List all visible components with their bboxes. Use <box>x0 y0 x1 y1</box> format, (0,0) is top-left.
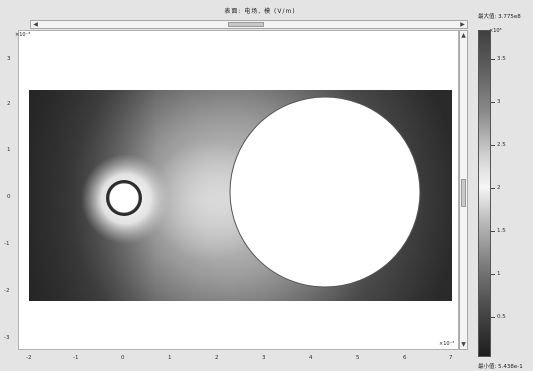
colorbar-tick-label: 1.5 <box>497 228 506 234</box>
x-tick: 4 <box>309 355 313 361</box>
y-tick: 3 <box>7 56 11 62</box>
colorbar-tick-label: 2 <box>497 185 501 191</box>
colorbar-tick-label: 2.5 <box>497 142 506 148</box>
field-surface-plot <box>29 90 452 301</box>
vertical-scrollbar[interactable]: ▲ ▼ <box>459 30 468 350</box>
colorbar-scale-factor: ×10⁸ <box>489 28 502 34</box>
plot-title: 表面: 电场, 模 (V/m) <box>224 8 296 15</box>
horizontal-scrollbar[interactable]: ◀ ▶ <box>30 20 468 29</box>
min-value-label: 最小值: 5.438e-1 <box>478 364 523 370</box>
x-tick: 5 <box>356 355 360 361</box>
y-tick: -1 <box>4 241 10 247</box>
small-conductor-circle <box>108 182 140 214</box>
x-tick: -2 <box>26 355 32 361</box>
scroll-left-icon[interactable]: ◀ <box>33 21 38 28</box>
x-tick: 1 <box>168 355 172 361</box>
y-tick: 1 <box>7 147 11 153</box>
colorbar-tick-label: 3 <box>497 99 501 105</box>
x-tick: 2 <box>215 355 219 361</box>
x-tick: 0 <box>121 355 125 361</box>
vertical-scroll-thumb[interactable] <box>461 179 466 207</box>
scroll-up-icon[interactable]: ▲ <box>461 32 466 39</box>
x-tick: 7 <box>449 355 453 361</box>
scroll-down-icon[interactable]: ▼ <box>461 341 466 348</box>
large-conductor-circle <box>229 96 421 288</box>
x-tick: -1 <box>73 355 79 361</box>
x-scale-factor: ×10⁻³ <box>439 341 455 347</box>
x-tick: 6 <box>403 355 407 361</box>
plot-area[interactable]: ×10⁻³ ×10⁻³ -2 -1 0 1 2 3 4 5 6 7 <box>15 30 459 361</box>
colorbar-tick-label: 0.5 <box>497 314 506 320</box>
horizontal-scroll-thumb[interactable] <box>228 22 264 27</box>
y-tick: 2 <box>7 101 11 107</box>
colorbar-tick-label: 1 <box>497 271 501 277</box>
colorbar <box>478 30 491 357</box>
y-tick: -3 <box>4 335 10 341</box>
x-tick: 3 <box>262 355 266 361</box>
colorbar-tick-label: 3.5 <box>497 56 506 62</box>
y-tick: 0 <box>7 194 11 200</box>
max-value-label: 最大值: 3.775e8 <box>478 14 521 20</box>
scroll-right-icon[interactable]: ▶ <box>460 21 465 28</box>
y-tick: -2 <box>4 288 10 294</box>
y-scale-factor: ×10⁻³ <box>15 32 31 38</box>
